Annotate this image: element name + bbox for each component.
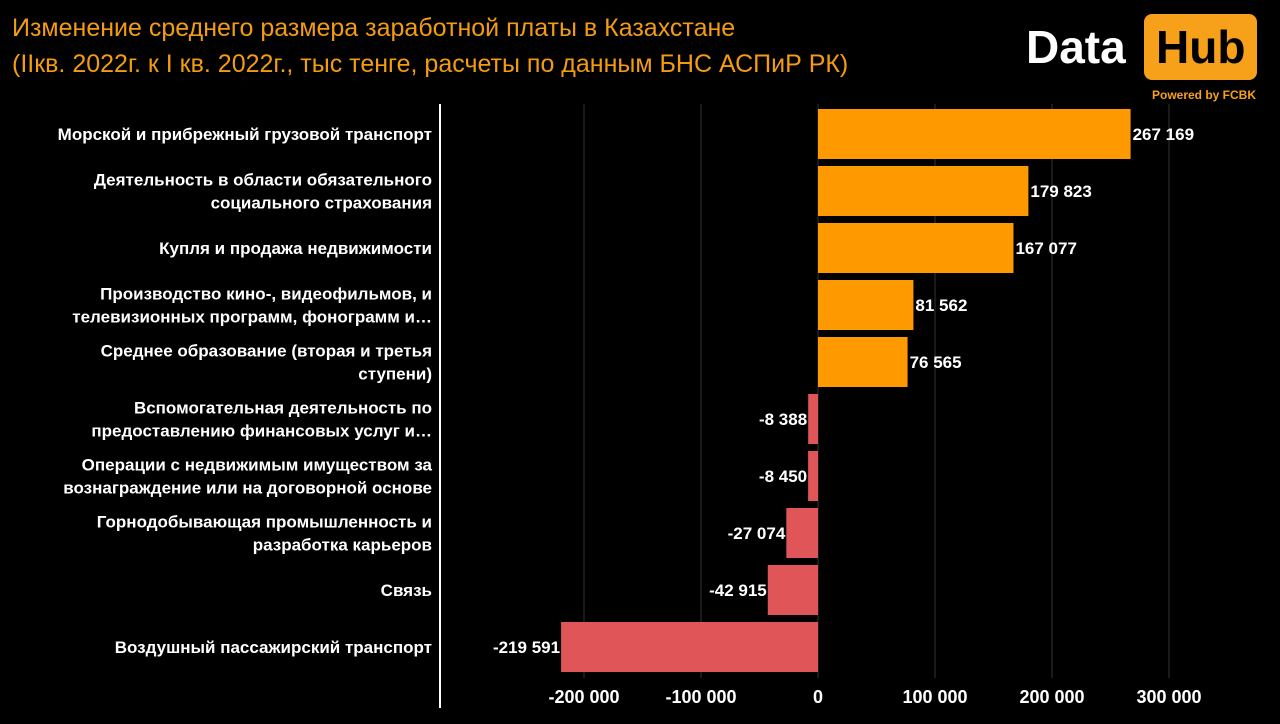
data-label: 167 077 <box>1015 239 1076 258</box>
category-label: Вспомогательная деятельность по <box>134 399 432 418</box>
chart-title: Изменение среднего размера заработной пл… <box>12 10 848 82</box>
category-label: Связь <box>381 581 432 600</box>
category-label: Горнодобывающая промышленность и <box>97 513 432 532</box>
category-label: предоставлению финансовых услуг и… <box>91 422 432 441</box>
category-label: разработка карьеров <box>253 536 432 555</box>
data-label: 179 823 <box>1030 182 1091 201</box>
x-tick-label: -200 000 <box>548 687 619 707</box>
category-label: Среднее образование (вторая и третья <box>101 342 432 361</box>
bar <box>561 622 818 672</box>
bar <box>808 394 818 444</box>
logo-powered-by: Powered by FCBK <box>1151 88 1256 102</box>
logo-word-hub: Hub <box>1144 14 1258 80</box>
x-tick-label: 0 <box>813 687 823 707</box>
bar <box>808 451 818 501</box>
category-label: Морской и прибрежный грузовой транспорт <box>58 125 432 144</box>
bar <box>818 223 1014 273</box>
x-tick-label: 200 000 <box>1019 687 1084 707</box>
data-label: -8 388 <box>759 410 807 429</box>
bar <box>818 280 914 330</box>
chart-title-line-1: Изменение среднего размера заработной пл… <box>12 14 736 42</box>
category-label: Производство кино-, видеофильмов, и <box>100 285 432 304</box>
category-label: ступени) <box>358 365 432 384</box>
data-label: 81 562 <box>915 296 967 315</box>
bar <box>818 166 1029 216</box>
data-label: -27 074 <box>728 524 786 543</box>
logo-word-data: Data <box>1026 21 1126 73</box>
bar <box>818 337 908 387</box>
data-label: 267 169 <box>1133 125 1194 144</box>
data-label: -8 450 <box>759 467 807 486</box>
bar <box>818 109 1131 159</box>
category-label: вознаграждение или на договорной основе <box>63 479 432 498</box>
datahub-logo: Data Hub Powered by FCBK <box>1024 14 1258 106</box>
data-label: -219 591 <box>493 638 560 657</box>
category-label: Деятельность в области обязательного <box>94 171 432 190</box>
bar <box>786 508 818 558</box>
x-tick-label: 300 000 <box>1136 687 1201 707</box>
chart-title-line-2: (IIкв. 2022г. к I кв. 2022г., тыс тенге,… <box>12 50 849 78</box>
data-label: -42 915 <box>709 581 767 600</box>
data-label: 76 565 <box>910 353 962 372</box>
category-label: Воздушный пассажирский транспорт <box>115 638 432 657</box>
category-label: социального страхования <box>211 194 432 213</box>
x-tick-label: 100 000 <box>902 687 967 707</box>
category-label: телевизионных программ, фонограмм и… <box>72 308 432 327</box>
category-label: Купля и продажа недвижимости <box>159 239 432 258</box>
bar <box>767 565 818 615</box>
x-tick-label: -100 000 <box>665 687 736 707</box>
category-label: Операции с недвижимым имуществом за <box>82 456 433 475</box>
